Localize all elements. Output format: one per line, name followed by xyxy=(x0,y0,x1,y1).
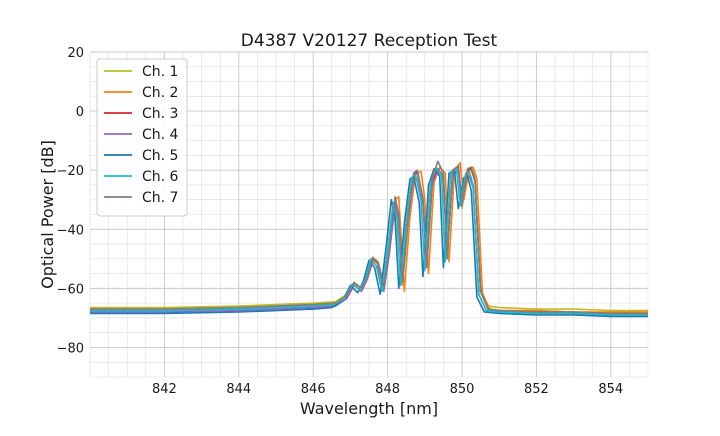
y-tick-label: −20 xyxy=(57,164,84,179)
y-tick-label: 0 xyxy=(76,105,84,120)
legend-label-ch-6: Ch. 6 xyxy=(142,169,179,185)
x-tick-label: 854 xyxy=(598,382,623,397)
legend-label-ch-4: Ch. 4 xyxy=(142,127,179,143)
x-axis-label: Wavelength [nm] xyxy=(300,399,438,418)
y-tick-label: −80 xyxy=(57,341,84,356)
legend-label-ch-1: Ch. 1 xyxy=(142,64,178,80)
legend-label-ch-5: Ch. 5 xyxy=(142,148,178,164)
x-tick-label: 850 xyxy=(450,382,475,397)
legend-label-ch-3: Ch. 3 xyxy=(142,106,178,122)
legend-label-ch-2: Ch. 2 xyxy=(142,85,178,101)
legend-label-ch-7: Ch. 7 xyxy=(142,190,178,206)
x-tick-label: 846 xyxy=(301,382,326,397)
y-tick-label: −60 xyxy=(57,282,84,297)
legend: Ch. 1 Ch. 2 Ch. 3 Ch. 4 Ch. 5 Ch. 6 Ch. 7 xyxy=(96,58,188,217)
chart-title: D4387 V20127 Reception Test xyxy=(241,31,498,51)
series-layer xyxy=(90,160,648,318)
y-tick-label: −40 xyxy=(57,223,84,238)
series-line-ch-7 xyxy=(90,160,648,315)
x-tick-label: 848 xyxy=(375,382,400,397)
x-tick-label: 844 xyxy=(226,382,251,397)
y-axis-label: Optical Power [dB] xyxy=(38,140,57,289)
x-tick-label: 842 xyxy=(152,382,177,397)
x-tick-labels: 842 844 846 848 850 852 854 xyxy=(152,382,623,397)
y-tick-label: 20 xyxy=(67,46,84,61)
x-tick-label: 852 xyxy=(524,382,549,397)
y-tick-labels: −80 −60 −40 −20 0 20 xyxy=(57,46,84,356)
